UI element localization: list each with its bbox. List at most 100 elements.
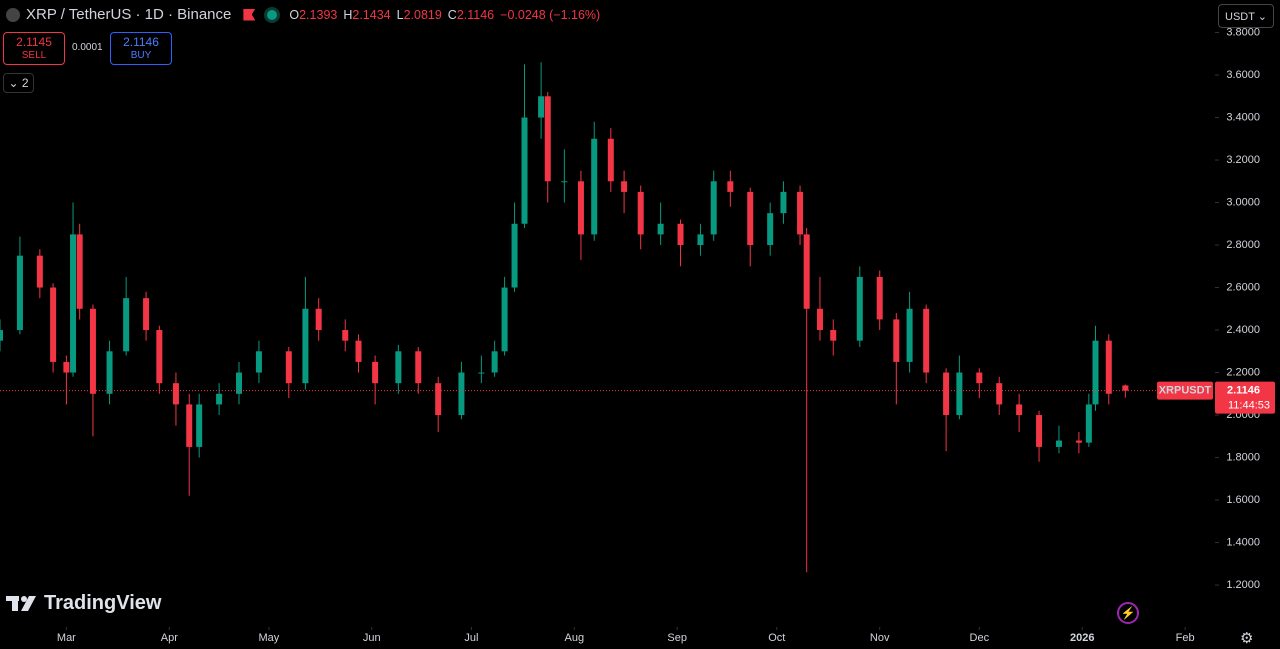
y-tick-label: 3.4000 [1226,111,1260,123]
candle-body [767,213,774,246]
candle-body [996,383,1003,405]
x-tick-label: Mar [57,632,76,644]
y-tick-label: 2.8000 [1226,239,1260,251]
candle-body [89,308,96,394]
candle-body [1085,404,1092,443]
candle-body [1092,340,1099,405]
candle-body [156,330,163,384]
ohlc-label: L [396,7,404,22]
x-tick-label: Aug [565,632,585,644]
y-tick-label: 3.2000 [1226,154,1260,166]
candle-body [342,330,349,341]
candle-body [216,393,223,405]
candle-body [830,330,837,341]
candle-body [395,351,402,384]
symbol-icon [6,7,20,22]
indicators-toggle[interactable]: ⌄ 2 [3,73,34,93]
candle-body [415,351,422,384]
candle-body [255,351,262,373]
spread: 0.0001 [72,42,103,53]
candle-body [577,181,584,235]
candle-body [458,372,465,416]
sell-button[interactable]: 2.1145 SELL [3,32,65,65]
price-tag [1215,381,1275,414]
x-tick-label: 2026 [1070,632,1094,644]
candle-body [355,340,362,362]
candle-body [697,234,704,246]
sell-price: 2.1145 [16,35,52,49]
candle-body [544,96,551,182]
candle-body [123,298,130,352]
candle-body [561,181,568,183]
candle-body [1016,404,1023,416]
currency-button[interactable]: USDT ⌄ [1218,4,1274,28]
candle-body [372,361,379,384]
candle-body [797,191,804,235]
y-tick-label: 1.2000 [1226,579,1260,591]
candle-body [803,234,810,309]
candle-body [893,319,900,362]
flag-icon[interactable] [243,8,256,21]
settings-icon[interactable]: ⚙ [1240,630,1254,647]
candle-body [435,383,442,416]
buy-label: BUY [130,50,152,61]
indicators-count: 2 [21,76,29,90]
ohlc-label: O [289,7,300,22]
candle-body [1036,415,1043,447]
candle-body [591,138,598,235]
change: −0.0248 (−1.16%) [500,7,601,22]
symbol[interactable]: XRP / TetherUS · 1D · Binance [26,6,232,23]
candle-body [976,372,983,384]
candle-body [521,117,528,224]
candle-body [63,361,70,373]
x-tick-label: Apr [161,632,178,644]
candle-body [70,234,77,373]
logo-icon [6,595,36,611]
candle-body [50,287,57,362]
header: XRP / TetherUS · 1D · Binance O2.1393 H2… [6,6,600,23]
candle-body [285,351,292,384]
x-tick-label: Nov [870,632,890,644]
candle-body [1122,385,1129,391]
x-tick-label: Jun [363,632,381,644]
candle-body [196,404,203,447]
currency: USDT [1225,11,1255,23]
price-tag-value: 2.1146 [1227,385,1260,397]
candle-body [172,383,179,405]
candle-body [657,223,664,235]
alert-icon[interactable]: ⚡ [1117,602,1139,624]
candle-body [106,351,113,394]
x-tick-label: Jul [464,632,478,644]
y-tick-label: 1.4000 [1226,536,1260,548]
y-tick-label: 3.6000 [1226,69,1260,81]
symbol-tag-label: XRPUSDT [1159,385,1212,397]
candle-body [956,372,963,416]
x-tick-label: Dec [970,632,990,644]
ohlc-value: 2.1434 [352,7,391,22]
logo-text: TradingView [44,592,162,614]
candle-body [876,276,883,320]
y-tick-label: 1.6000 [1226,494,1260,506]
candle-body [491,351,498,373]
candle-body [501,287,508,352]
x-tick-label: May [259,632,280,644]
candle-body [302,308,309,384]
candle-body [538,96,545,118]
candle-body [856,276,863,341]
candle-body [747,191,754,246]
y-tick-label: 3.8000 [1226,26,1260,38]
buy-button[interactable]: 2.1146 BUY [110,32,172,65]
candle-body [727,181,734,192]
y-tick-label: 1.8000 [1226,451,1260,463]
status-dot [267,9,278,20]
y-tick-label: 3.0000 [1226,196,1260,208]
candle-body [186,404,193,447]
ohlc-value: 2.1146 [456,7,495,22]
candle-body [16,255,23,331]
ohlc-label: C [447,7,457,22]
y-tick-label: 2.4000 [1226,324,1260,336]
candle-body [943,372,950,416]
symbol-tag [1157,381,1213,400]
